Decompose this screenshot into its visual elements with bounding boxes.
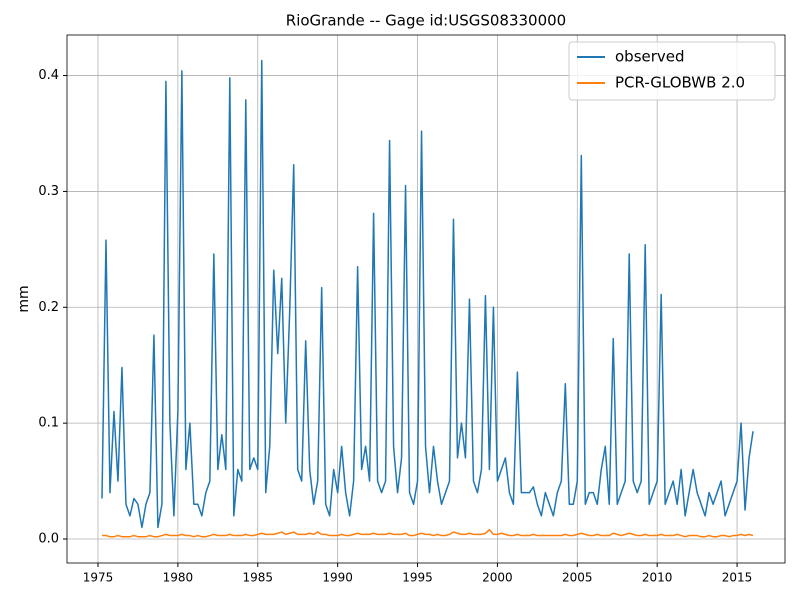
legend-label: observed: [615, 48, 685, 66]
data-line: [101, 59, 754, 529]
y-axis-label: mm: [16, 285, 32, 312]
x-tick-label: 1980: [163, 571, 194, 585]
x-tick-label: 1990: [322, 571, 353, 585]
x-tick-label: 1985: [242, 571, 273, 585]
chart-title: RioGrande -- Gage id:USGS08330000: [286, 12, 566, 30]
x-tick-label: 2010: [642, 571, 673, 585]
axes-frame: [66, 34, 786, 564]
x-tick-label: 2005: [562, 571, 593, 585]
y-tick-label: 0.0: [38, 532, 59, 547]
data-line: [101, 529, 754, 538]
y-tick-label: 0.2: [38, 300, 59, 315]
y-tick-label: 0.3: [38, 184, 59, 199]
x-tick-label: 2015: [722, 571, 753, 585]
x-tick-label: 1975: [83, 571, 114, 585]
y-tick-label: 0.4: [38, 68, 59, 83]
y-tick-label: 0.1: [38, 416, 59, 431]
legend-label: PCR-GLOBWB 2.0: [615, 74, 745, 92]
legend-box: [568, 41, 776, 101]
x-tick-label: 2000: [482, 571, 513, 585]
x-tick-label: 1995: [402, 571, 433, 585]
